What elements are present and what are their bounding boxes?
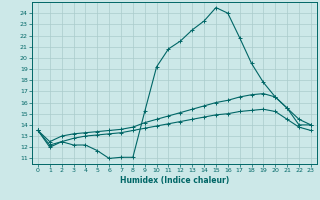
X-axis label: Humidex (Indice chaleur): Humidex (Indice chaleur): [120, 176, 229, 185]
